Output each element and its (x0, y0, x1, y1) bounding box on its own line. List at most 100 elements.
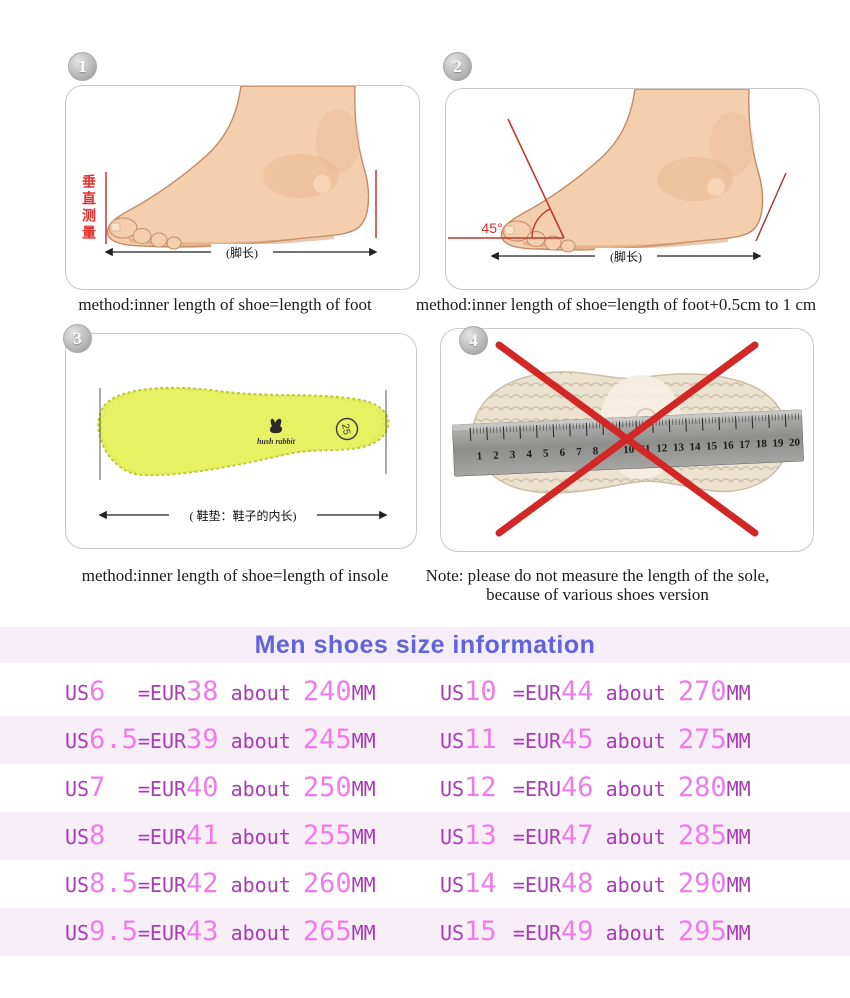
svg-text:18: 18 (756, 438, 768, 450)
size-cell-right: US11 =EUR45 about 275MM (440, 716, 751, 767)
panel-insole-measure: hush rabbit 25 ( 鞋垫：鞋子的内长) (65, 333, 417, 549)
size-part-us_label: US (440, 825, 465, 849)
size-part-about_label: about (593, 873, 678, 897)
foot-length-label: (脚长) (226, 245, 258, 260)
insole-logo-text: hush rabbit (257, 437, 296, 446)
size-part-unit_label: MM (351, 921, 376, 945)
size-part-mm_value: 240 (302, 676, 352, 707)
size-part-us_value: 14 (464, 868, 513, 899)
size-part-about_label: about (593, 729, 678, 753)
size-part-eq_label: =EUR (137, 921, 187, 945)
size-part-us_value: 8 (89, 820, 138, 851)
size-part-eur_value: 45 (561, 724, 594, 755)
size-part-us_label: US (65, 873, 90, 897)
size-table-title-band: Men shoes size information (0, 627, 850, 663)
size-part-unit_label: MM (726, 681, 751, 705)
size-part-unit_label: MM (726, 777, 751, 801)
size-part-us_value: 13 (464, 820, 513, 851)
size-part-eur_value: 41 (186, 820, 219, 851)
size-part-unit_label: MM (351, 777, 376, 801)
angle-label: 45° (481, 220, 502, 236)
size-part-mm_value: 260 (302, 868, 352, 899)
svg-text:6: 6 (559, 447, 566, 459)
size-part-about_label: about (218, 873, 303, 897)
size-part-us_value: 11 (464, 724, 513, 755)
size-cell-right: US10 =EUR44 about 270MM (440, 668, 751, 719)
size-part-eq_label: =EUR (512, 825, 562, 849)
svg-text:13: 13 (673, 442, 685, 454)
panel-sole-do-not-measure: 1234567891011121314151617181920 (440, 328, 814, 552)
size-part-mm_value: 265 (302, 916, 352, 947)
size-part-about_label: about (593, 825, 678, 849)
size-row: US6 =EUR38 about 240MM US10 =EUR44 about … (0, 668, 850, 716)
angle-arc (531, 208, 551, 239)
size-part-about_label: about (593, 681, 678, 705)
size-part-eur_value: 38 (186, 676, 219, 707)
svg-text:3: 3 (510, 449, 517, 461)
size-cell-left: US6.5=EUR39 about 245MM (65, 716, 376, 767)
size-part-eq_label: =EUR (137, 825, 187, 849)
foot-illustration-45deg: 45° (脚长) (448, 89, 787, 264)
size-cell-right: US14 =EUR48 about 290MM (440, 860, 751, 911)
size-part-unit_label: MM (726, 921, 751, 945)
size-part-eq_label: =EUR (137, 777, 187, 801)
insole-logo: hush rabbit (257, 418, 296, 446)
svg-text:2: 2 (493, 450, 500, 462)
note-line-2: because of various shoes version (486, 585, 709, 604)
size-part-about_label: about (218, 729, 303, 753)
size-part-us_value: 6.5 (89, 724, 138, 755)
note-line-1: Note: please do not measure the length o… (425, 566, 770, 585)
size-part-unit_label: MM (351, 729, 376, 753)
step-badge-3: 3 (63, 324, 92, 353)
svg-text:7: 7 (576, 446, 583, 458)
size-part-mm_value: 250 (302, 772, 352, 803)
size-part-us_value: 10 (464, 676, 513, 707)
size-part-unit_label: MM (351, 681, 376, 705)
size-cell-left: US7 =EUR40 about 250MM (65, 764, 376, 815)
size-part-about_label: about (218, 921, 303, 945)
svg-text:1: 1 (476, 450, 482, 462)
size-row: US9.5=EUR43 about 265MM US15 =EUR49 about… (0, 908, 850, 956)
svg-text:4: 4 (526, 448, 533, 460)
size-part-us_value: 12 (464, 772, 513, 803)
caption-method-2: method:inner length of shoe=length of fo… (415, 295, 817, 314)
size-part-eur_value: 40 (186, 772, 219, 803)
size-part-us_label: US (65, 921, 90, 945)
svg-text:17: 17 (739, 439, 751, 451)
size-cell-left: US8 =EUR41 about 255MM (65, 812, 376, 863)
size-part-us_label: US (440, 921, 465, 945)
svg-text:16: 16 (722, 439, 734, 451)
size-part-us_label: US (65, 729, 90, 753)
size-part-unit_label: MM (726, 873, 751, 897)
size-part-mm_value: 295 (677, 916, 727, 947)
size-part-mm_value: 290 (677, 868, 727, 899)
svg-text:12: 12 (656, 442, 668, 454)
svg-text:15: 15 (706, 440, 718, 452)
size-part-us_value: 15 (464, 916, 513, 947)
size-part-us_value: 9.5 (89, 916, 138, 947)
size-cell-right: US15 =EUR49 about 295MM (440, 908, 751, 959)
size-part-about_label: about (218, 777, 303, 801)
size-part-eq_label: =EUR (512, 921, 562, 945)
size-part-mm_value: 245 (302, 724, 352, 755)
angle-slant-line (507, 118, 565, 239)
size-part-eq_label: =EUR (512, 681, 562, 705)
svg-text:20: 20 (789, 436, 801, 448)
heel-slant-line (755, 172, 787, 242)
size-table-title: Men shoes size information (254, 630, 596, 659)
size-cell-left: US8.5=EUR42 about 260MM (65, 860, 376, 911)
caption-method-3: method:inner length of shoe=length of in… (81, 566, 389, 585)
size-part-unit_label: MM (726, 729, 751, 753)
size-part-mm_value: 285 (677, 820, 727, 851)
size-row: US7 =EUR40 about 250MM US12 =ERU46 about … (0, 764, 850, 812)
size-row: US8 =EUR41 about 255MM US13 =EUR47 about … (0, 812, 850, 860)
caption-method-1: method:inner length of shoe=length of fo… (78, 295, 372, 314)
size-part-us_value: 8.5 (89, 868, 138, 899)
size-part-about_label: about (593, 777, 678, 801)
size-part-us_value: 7 (89, 772, 138, 803)
svg-text:5: 5 (543, 447, 550, 459)
size-part-us_label: US (65, 777, 90, 801)
size-part-eur_value: 47 (561, 820, 594, 851)
insole-length-label: ( 鞋垫：鞋子的内长) (190, 508, 297, 523)
